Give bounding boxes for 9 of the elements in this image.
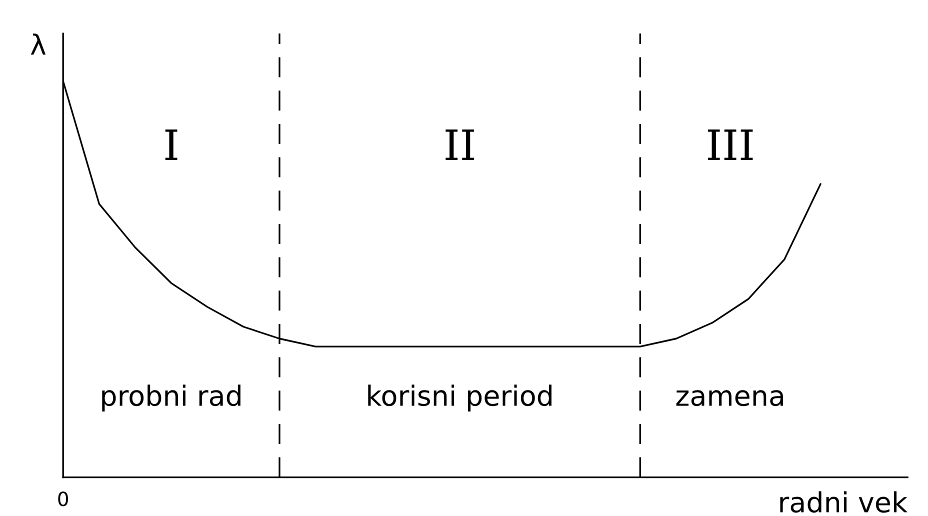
annotation: probni rad bbox=[102, 384, 240, 412]
annotation: korisni period bbox=[368, 384, 552, 412]
annotation: II bbox=[446, 130, 474, 160]
annotation: III bbox=[708, 130, 753, 160]
annotation: I bbox=[165, 130, 178, 160]
text: 0 bbox=[58, 492, 68, 506]
x-axis-title: radni vek bbox=[780, 491, 908, 513]
annotation: zamena bbox=[676, 390, 783, 406]
y-axis-title: λ bbox=[30, 34, 46, 55]
